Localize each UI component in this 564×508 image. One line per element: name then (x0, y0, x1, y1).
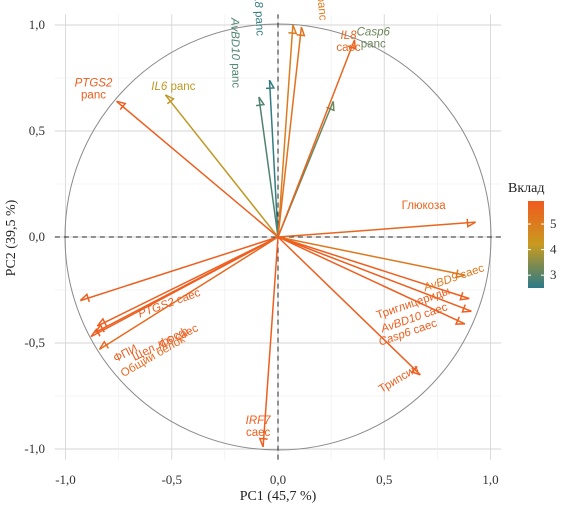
variable-label-line2: caec (246, 427, 271, 439)
variable-label-line2: panc (361, 38, 386, 50)
vector-line (99, 236, 279, 350)
x-tick-label: 0,5 (376, 472, 392, 487)
vector-line (268, 80, 279, 238)
vector-line (116, 100, 279, 238)
variable-label-line2: panc (81, 89, 106, 101)
y-tick-label: 1,0 (29, 17, 45, 32)
vector-line (277, 24, 294, 238)
vector-arrowhead (326, 101, 335, 112)
vector-line (277, 27, 303, 238)
vector-line (277, 236, 466, 325)
x-axis-title: PC1 (45,7 %) (240, 489, 317, 504)
y-tick-label: 0,0 (29, 229, 45, 244)
vector-arrowhead (288, 24, 298, 35)
zero-axes (54, 14, 502, 460)
vector-line (164, 94, 279, 238)
vector-line (277, 221, 476, 238)
vector-line (97, 236, 279, 327)
variable-label: IRF7 (246, 415, 272, 427)
legend-title: Вклад (508, 181, 544, 196)
variable-label: IL8 (341, 30, 358, 42)
vector-line (258, 96, 279, 238)
vector-arrowhead (90, 327, 101, 338)
vector-arrowhead (79, 293, 91, 303)
x-tick-label: -0,5 (161, 472, 182, 487)
vector-arrowhead (459, 292, 470, 301)
legend: Вклад 5 4 3 (508, 181, 557, 288)
vector-arrowhead (96, 317, 108, 327)
legend-tick-label: 5 (550, 216, 557, 231)
vector-line (80, 236, 279, 302)
x-tick-label: 1,0 (482, 472, 498, 487)
vector-arrowhead (461, 304, 472, 313)
vector-arrowhead (258, 437, 268, 448)
legend-ticks: 5 4 3 (528, 216, 557, 282)
vector-arrowhead (98, 340, 110, 350)
vector-line (277, 236, 466, 276)
legend-colorbar (528, 201, 544, 288)
vector-line (277, 236, 421, 376)
vector-arrowhead (255, 96, 266, 107)
vector-arrowhead (296, 26, 306, 37)
vector-arrowhead (455, 269, 466, 279)
variable-label: AvBD9 panc (311, 0, 329, 21)
y-axis-title: PC2 (39,5 %) (4, 199, 19, 276)
variable-label: Casp6 (357, 26, 391, 38)
y-tick-label: -1,0 (24, 441, 45, 456)
variable-label: AvBD10 panc (228, 17, 241, 89)
vector-arrowhead (116, 100, 127, 111)
tick-labels: -1,0 -0,5 0,0 0,5 1,0 -1,0 -0,5 0,0 0,5 1,0 (24, 17, 498, 487)
legend-tick-label: 4 (550, 242, 557, 257)
vector-line (277, 236, 472, 312)
variable-label-line2: caec (336, 42, 361, 54)
variable-label: IL8 panc (251, 0, 265, 37)
vector-arrowhead (165, 94, 175, 105)
variable-label: Глюкоза (402, 200, 447, 212)
variable-label: PTGS2 (75, 77, 113, 89)
legend-tick-label: 3 (550, 267, 557, 282)
vector-line (277, 39, 356, 238)
variable-label: IL6 panc (151, 81, 195, 93)
x-tick-label: 0,0 (270, 472, 286, 487)
x-tick-label: -1,0 (55, 472, 76, 487)
vector-line (90, 236, 279, 338)
vector-line (262, 236, 279, 447)
vector-arrowhead (454, 316, 466, 325)
vector-line (277, 236, 470, 300)
variable-label: Трипсин (377, 363, 421, 396)
vector-arrowhead (410, 365, 421, 376)
variable-label: PTGS2 caec (137, 287, 203, 321)
y-tick-label: -0,5 (24, 335, 45, 350)
vector-arrowhead (265, 79, 276, 90)
vector-arrowhead (466, 218, 477, 228)
variable-vectors (79, 24, 477, 448)
y-tick-label: 0,5 (29, 123, 45, 138)
vector-arrowhead (347, 39, 357, 50)
